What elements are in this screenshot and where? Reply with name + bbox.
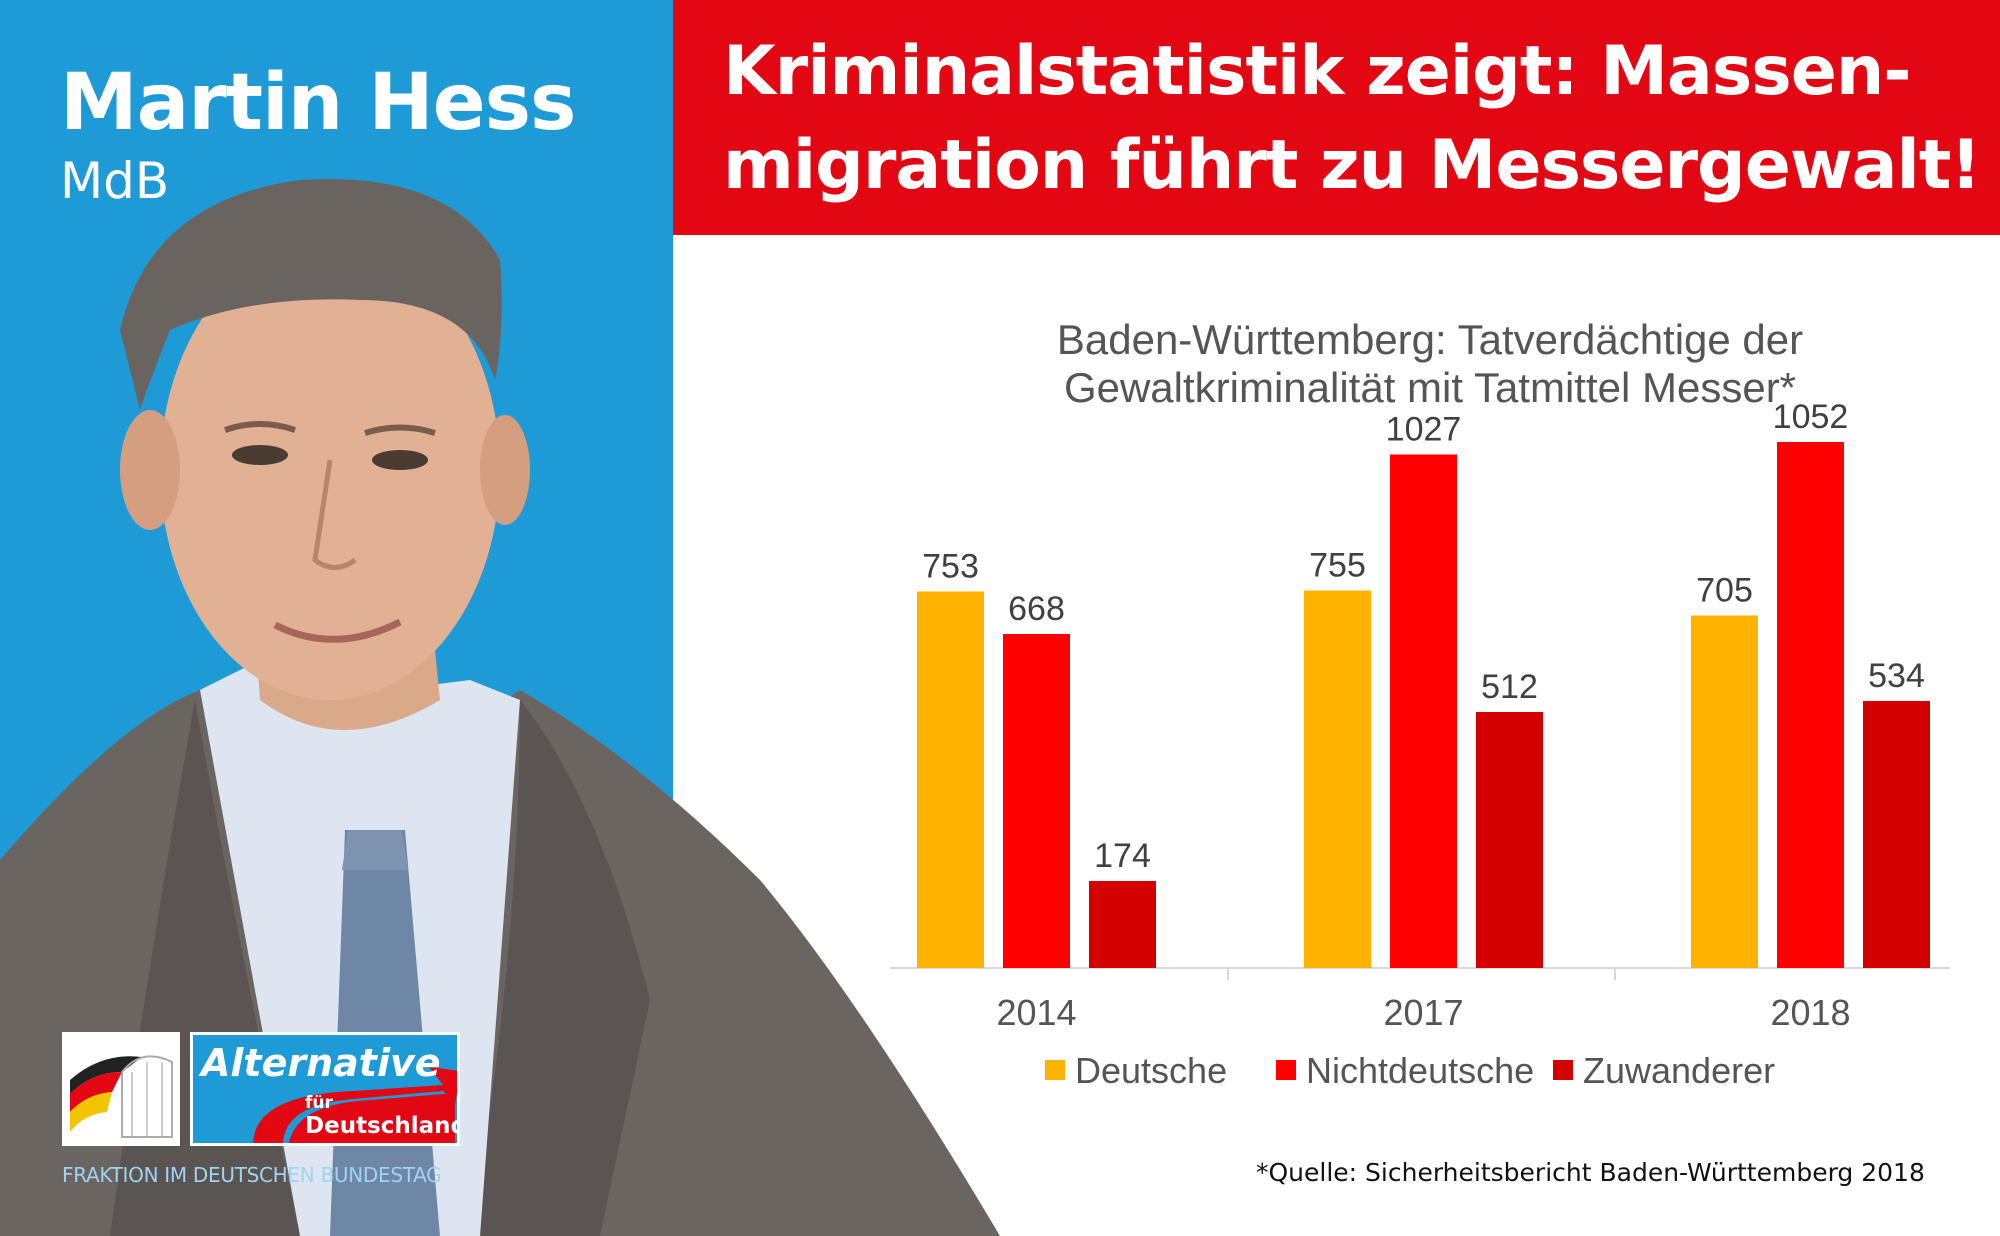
bar-zuwanderer-2014 <box>1089 881 1156 968</box>
headline-line-2: migration führt zu Messergewalt! <box>723 126 1981 205</box>
data-label: 705 <box>1696 572 1753 610</box>
logo-text-deutschland: Deutschland <box>305 1113 460 1139</box>
x-tick-label: 2014 <box>996 992 1076 1033</box>
logo-text-fuer: für <box>305 1093 333 1113</box>
chart-title-line-1: Baden-Württemberg: Tatverdächtige der <box>1056 316 1804 363</box>
fraction-label: FRAKTION IM DEUTSCHEN BUNDESTAG <box>62 1163 442 1187</box>
legend-label: Zuwanderer <box>1583 1050 1776 1091</box>
data-label: 534 <box>1868 657 1925 695</box>
data-label: 753 <box>922 548 979 586</box>
legend-swatch <box>1276 1060 1296 1081</box>
bar-deutsche-2018 <box>1691 615 1758 968</box>
x-tick-label: 2018 <box>1770 992 1850 1033</box>
bar-zuwanderer-2017 <box>1476 712 1543 968</box>
legend-swatch <box>1045 1060 1065 1081</box>
data-label: 1052 <box>1773 398 1849 436</box>
logo-text-alternative: Alternative <box>201 1041 441 1085</box>
bar-nichtdeutsche-2017 <box>1390 454 1457 968</box>
legend-item: Deutsche <box>1045 1050 1227 1092</box>
legend-item: Nichtdeutsche <box>1276 1050 1534 1092</box>
legend-label: Nichtdeutsche <box>1306 1050 1535 1091</box>
x-tick-label: 2017 <box>1383 992 1463 1033</box>
bar-zuwanderer-2018 <box>1863 701 1930 968</box>
legend-label: Deutsche <box>1075 1050 1228 1091</box>
headline-banner: Kriminalstatistik zeigt: Massen- migrati… <box>673 0 2000 235</box>
reichstag-flag-icon <box>70 1055 173 1138</box>
bar-nichtdeutsche-2018 <box>1777 442 1844 968</box>
flag-emblem <box>62 1032 180 1146</box>
data-label: 174 <box>1094 837 1151 875</box>
data-label: 1027 <box>1386 411 1462 449</box>
data-label: 668 <box>1008 590 1065 628</box>
legend-swatch <box>1553 1060 1573 1081</box>
person-name: Martin Hess <box>60 58 576 148</box>
chart-title-line-2: Gewaltkriminalität mit Tatmittel Messer* <box>1063 364 1797 411</box>
headline-line-1: Kriminalstatistik zeigt: Massen- <box>723 32 1911 111</box>
legend-item: Zuwanderer <box>1553 1050 1775 1092</box>
afd-logo: Alternative für Deutschland <box>190 1032 460 1146</box>
bar-nichtdeutsche-2014 <box>1003 634 1070 968</box>
person-role: MdB <box>60 152 170 210</box>
logo-arrow-icon <box>253 1067 457 1143</box>
bar-deutsche-2017 <box>1304 590 1371 968</box>
data-label: 755 <box>1309 547 1366 585</box>
data-label: 512 <box>1481 668 1538 706</box>
bar-deutsche-2014 <box>917 591 984 968</box>
source-note: *Quelle: Sicherheitsbericht Baden-Württe… <box>1256 1158 1925 1187</box>
